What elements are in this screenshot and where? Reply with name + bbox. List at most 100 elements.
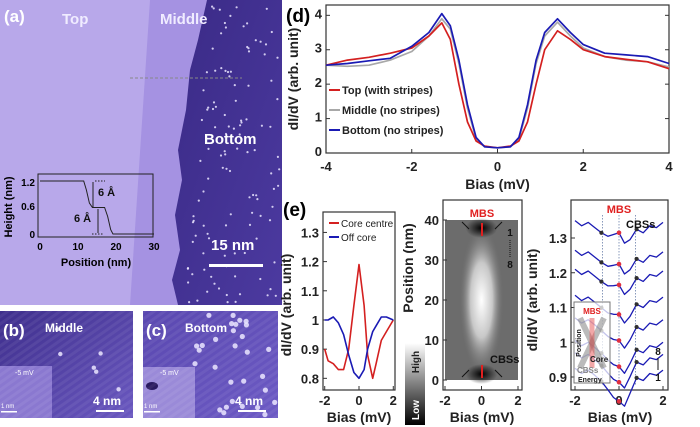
scale-bar xyxy=(209,264,263,267)
mbs-marker xyxy=(616,312,622,317)
adatom-dot xyxy=(228,169,232,173)
adatom-dot xyxy=(230,134,233,137)
step-label-lower: 6 Å xyxy=(74,212,91,225)
adatom-dot xyxy=(243,251,246,255)
adatom-dot xyxy=(98,351,103,356)
x-tick-label: -4 xyxy=(320,159,332,174)
x-tick-label: 2 xyxy=(580,159,587,174)
adatom-dot xyxy=(262,387,268,393)
adatom-dot xyxy=(262,411,268,418)
panel-d-label: (d) xyxy=(286,6,310,27)
adatom-dot xyxy=(220,32,223,35)
adatom-dot xyxy=(255,237,258,240)
adatom-dot xyxy=(240,121,243,124)
adatom-dot xyxy=(225,167,228,170)
cbss-label: CBSs xyxy=(626,219,655,231)
adatom-dot xyxy=(232,343,238,349)
inset-scale: 1 nm xyxy=(144,404,157,410)
mbs-marker xyxy=(616,261,622,267)
adatom-dot xyxy=(220,67,223,70)
adatom-dot xyxy=(266,346,272,352)
adatom-dot xyxy=(248,223,252,226)
adatom-dot xyxy=(235,6,238,9)
cbs-marker xyxy=(634,375,639,380)
panel-b-stm-image: (b) Middle -5 mV 1 nm 4 nm xyxy=(0,311,133,418)
colorbar-low-label: Low xyxy=(411,400,422,420)
adatom-dot xyxy=(202,224,205,227)
adatom-dot xyxy=(246,151,249,154)
adatom-dot xyxy=(197,199,200,202)
adatom-dot xyxy=(223,113,226,117)
adatom-dot xyxy=(253,149,256,152)
mbs-label: MBS xyxy=(470,208,494,220)
adatom-dot xyxy=(218,8,221,11)
bottom-terrace xyxy=(172,0,282,305)
adatom-dot xyxy=(229,321,235,327)
cbs-marker xyxy=(634,256,639,262)
adatom-dot xyxy=(210,275,213,278)
legend-label: Core centre xyxy=(341,219,394,230)
x-tick-label: 0 xyxy=(355,393,362,408)
adatom-dot xyxy=(232,127,235,130)
adatom-dot xyxy=(238,133,241,136)
y-tick-label: 1.1 xyxy=(301,284,319,299)
y-tick-label: 0.9 xyxy=(549,370,567,385)
adatom-dot xyxy=(192,219,195,222)
panel-c-title: Bottom xyxy=(185,321,227,335)
adatom-dot xyxy=(252,193,255,197)
adatom-dot xyxy=(237,317,243,323)
cbs-marker xyxy=(634,276,639,281)
x-tick-label: 0 xyxy=(494,159,501,174)
y-tick-label: 30 xyxy=(425,253,439,268)
inset-bias: -5 mV xyxy=(15,370,34,377)
adatom-dot xyxy=(199,159,202,162)
adatom-dot xyxy=(188,301,191,304)
y-tick-label: 0 xyxy=(315,144,322,159)
adatom-dot xyxy=(203,268,206,271)
adatom-dot xyxy=(196,347,202,353)
adatom-dot xyxy=(213,282,216,285)
y-tick-label: 0 xyxy=(432,373,439,388)
adatom-dot xyxy=(246,22,249,25)
inset-core-label: Core xyxy=(590,355,609,364)
adatom-dot xyxy=(240,119,243,122)
adatom-dot xyxy=(266,294,269,297)
y-tick-label: 1.2 xyxy=(301,255,319,270)
adatom-dot xyxy=(223,404,229,410)
adatom-dots xyxy=(192,312,278,418)
height-profile-line xyxy=(40,180,154,235)
adatom-dot xyxy=(55,327,60,332)
adatom-dot xyxy=(194,343,200,349)
y-tick-label: 1 xyxy=(312,313,319,328)
cbs-arrow xyxy=(494,221,503,230)
panel-e-label: (e) xyxy=(283,200,306,221)
x-tick-label: 2 xyxy=(514,393,521,408)
adatom-dots xyxy=(186,5,281,304)
adatom-dots xyxy=(55,327,121,392)
series-line-1 xyxy=(324,316,394,380)
y-axis-label: Position (nm) xyxy=(400,223,416,312)
inset-xlabel: Position (nm) xyxy=(61,257,132,269)
adatom-dot xyxy=(225,293,228,297)
adatom-dot xyxy=(229,398,235,404)
adatom-dot xyxy=(211,5,214,8)
x-tick-label: -2 xyxy=(439,393,451,408)
adatom-dot xyxy=(58,351,63,357)
inset-ytick: 0 xyxy=(29,230,35,241)
cbss-label: CBSs xyxy=(490,354,519,366)
adatom-dot xyxy=(233,252,236,255)
adatom-dot xyxy=(221,410,227,416)
trace-end-label: 8 xyxy=(507,260,513,271)
panel-a-label: (a) xyxy=(4,7,25,26)
adatom-dot xyxy=(276,155,279,158)
adatom-dot xyxy=(228,75,231,78)
cbs-marker xyxy=(599,279,604,284)
scale-bar-label: 4 nm xyxy=(93,394,121,408)
adatom-dot xyxy=(238,142,241,145)
adatom-dot xyxy=(206,232,209,235)
adatom-dot xyxy=(239,124,242,127)
y-tick-label: 0.8 xyxy=(301,371,319,386)
series-line-0 xyxy=(323,263,394,380)
inset-xtick: 10 xyxy=(72,242,84,253)
